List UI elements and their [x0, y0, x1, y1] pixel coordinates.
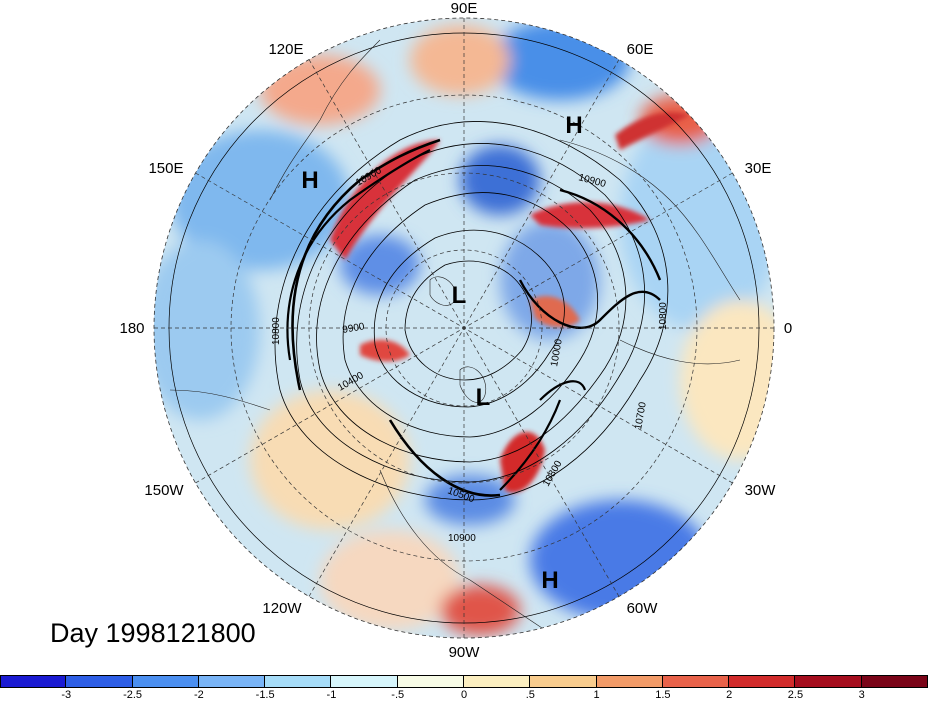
colorbar-segment	[795, 675, 862, 688]
contour-labels: 10900 10900 10900 10800 10800 10800 1070…	[271, 165, 669, 544]
anomaly-field	[154, 18, 774, 638]
longitude-labels: 90E 60E 30E 0 30W 60W 90W 120W 150W 180 …	[119, 0, 792, 661]
colorbar-segment	[0, 675, 67, 688]
contour-label: 10000	[549, 338, 565, 368]
low-pressure-label: L	[476, 384, 491, 411]
colorbar-segment	[397, 675, 464, 688]
polar-map: 90E 60E 30E 0 30W 60W 90W 120W 150W 180 …	[119, 0, 792, 661]
map-boundary	[153, 17, 775, 639]
colorbar-segment	[464, 675, 531, 688]
colorbar-tick-label: -3	[61, 689, 72, 701]
colorbar-tick-label: 0	[460, 689, 468, 701]
colorbar-segment	[729, 675, 796, 688]
high-pressure-label: H	[301, 167, 318, 194]
colorbar-tick-label: -2	[193, 689, 204, 701]
colorbar-segment	[662, 675, 730, 688]
lon-label: 90E	[451, 0, 478, 17]
contour-label: 10800	[271, 317, 282, 345]
contour-label: 10900	[448, 533, 476, 544]
colorbar-segment	[265, 675, 332, 688]
colorbar-tick-label: 3	[858, 689, 865, 701]
colorbar-segment	[596, 675, 663, 688]
lon-label: 60E	[627, 41, 654, 58]
colorbar-segment	[861, 675, 928, 688]
colorbar: -3 -2.5 -2 -1.5 -1 -.5 0 .5 1 1.5 2 2.5 3	[0, 675, 928, 702]
colorbar-tick-label: 1.5	[655, 689, 671, 701]
colorbar-segment	[530, 675, 597, 688]
lon-label: 150E	[148, 160, 183, 177]
colorbar-segment	[132, 675, 199, 688]
lon-label: 30W	[745, 482, 777, 499]
colorbar-tick-label: 2	[726, 689, 733, 701]
colorbar-segment	[198, 675, 266, 688]
lon-label: 180	[119, 320, 144, 337]
pressure-centers: H H H L L	[301, 112, 582, 594]
lon-label: 120W	[262, 600, 302, 617]
coastlines	[169, 39, 741, 638]
contour-label: 10800	[658, 302, 669, 330]
lon-label: 120E	[268, 41, 303, 58]
lon-label: 0	[784, 320, 792, 337]
high-pressure-label: H	[565, 112, 582, 139]
colorbar-tick-label: -1.5	[255, 689, 275, 701]
colorbar-tick-label: -2.5	[123, 689, 143, 701]
colorbar-tick-label: 2.5	[787, 689, 804, 701]
contour-label: 10700	[633, 401, 649, 431]
lon-label: 150W	[144, 482, 184, 499]
lon-label: 90W	[449, 644, 481, 661]
colorbar-tick-label: 1	[593, 689, 600, 701]
colorbar-segment	[66, 675, 133, 688]
graticule	[154, 18, 774, 638]
lon-label: 60W	[627, 600, 659, 617]
colorbar-segment	[331, 675, 398, 688]
colorbar-tick-label: -.5	[391, 689, 405, 701]
low-pressure-label: L	[452, 282, 467, 309]
colorbar-tick-label: -1	[326, 689, 337, 701]
high-pressure-label: H	[541, 567, 558, 594]
colorbar-tick-label: .5	[525, 689, 535, 701]
contour-label: 9900	[342, 321, 366, 336]
lon-label: 30E	[745, 160, 772, 177]
date-label: Day 1998121800	[50, 618, 256, 648]
